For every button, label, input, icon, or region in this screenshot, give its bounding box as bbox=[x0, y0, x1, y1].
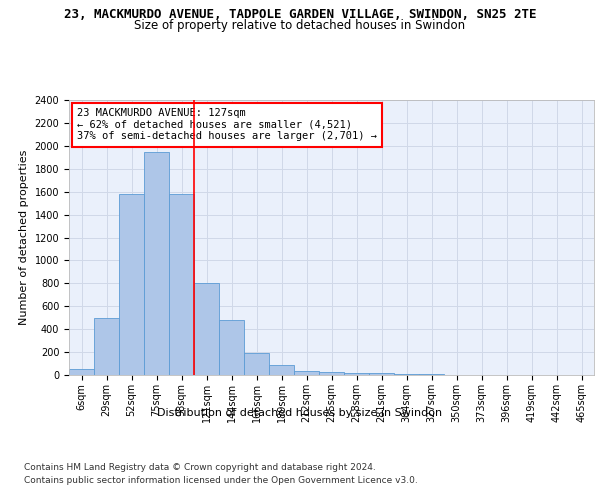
Bar bbox=[319, 372, 344, 375]
Bar bbox=[94, 318, 119, 375]
Y-axis label: Number of detached properties: Number of detached properties bbox=[19, 150, 29, 325]
Bar bbox=[369, 374, 394, 375]
Bar bbox=[219, 320, 244, 375]
Text: Size of property relative to detached houses in Swindon: Size of property relative to detached ho… bbox=[134, 19, 466, 32]
Bar bbox=[394, 374, 419, 375]
Text: Contains HM Land Registry data © Crown copyright and database right 2024.: Contains HM Land Registry data © Crown c… bbox=[24, 462, 376, 471]
Bar bbox=[419, 374, 444, 375]
Text: 23, MACKMURDO AVENUE, TADPOLE GARDEN VILLAGE, SWINDON, SN25 2TE: 23, MACKMURDO AVENUE, TADPOLE GARDEN VIL… bbox=[64, 8, 536, 20]
Bar bbox=[119, 194, 144, 375]
Bar bbox=[144, 152, 169, 375]
Text: Distribution of detached houses by size in Swindon: Distribution of detached houses by size … bbox=[157, 408, 443, 418]
Text: 23 MACKMURDO AVENUE: 127sqm
← 62% of detached houses are smaller (4,521)
37% of : 23 MACKMURDO AVENUE: 127sqm ← 62% of det… bbox=[77, 108, 377, 142]
Bar bbox=[194, 284, 219, 375]
Text: Contains public sector information licensed under the Open Government Licence v3: Contains public sector information licen… bbox=[24, 476, 418, 485]
Bar bbox=[344, 372, 369, 375]
Bar bbox=[69, 370, 94, 375]
Bar bbox=[294, 371, 319, 375]
Bar bbox=[169, 194, 194, 375]
Bar bbox=[269, 366, 294, 375]
Bar bbox=[244, 353, 269, 375]
